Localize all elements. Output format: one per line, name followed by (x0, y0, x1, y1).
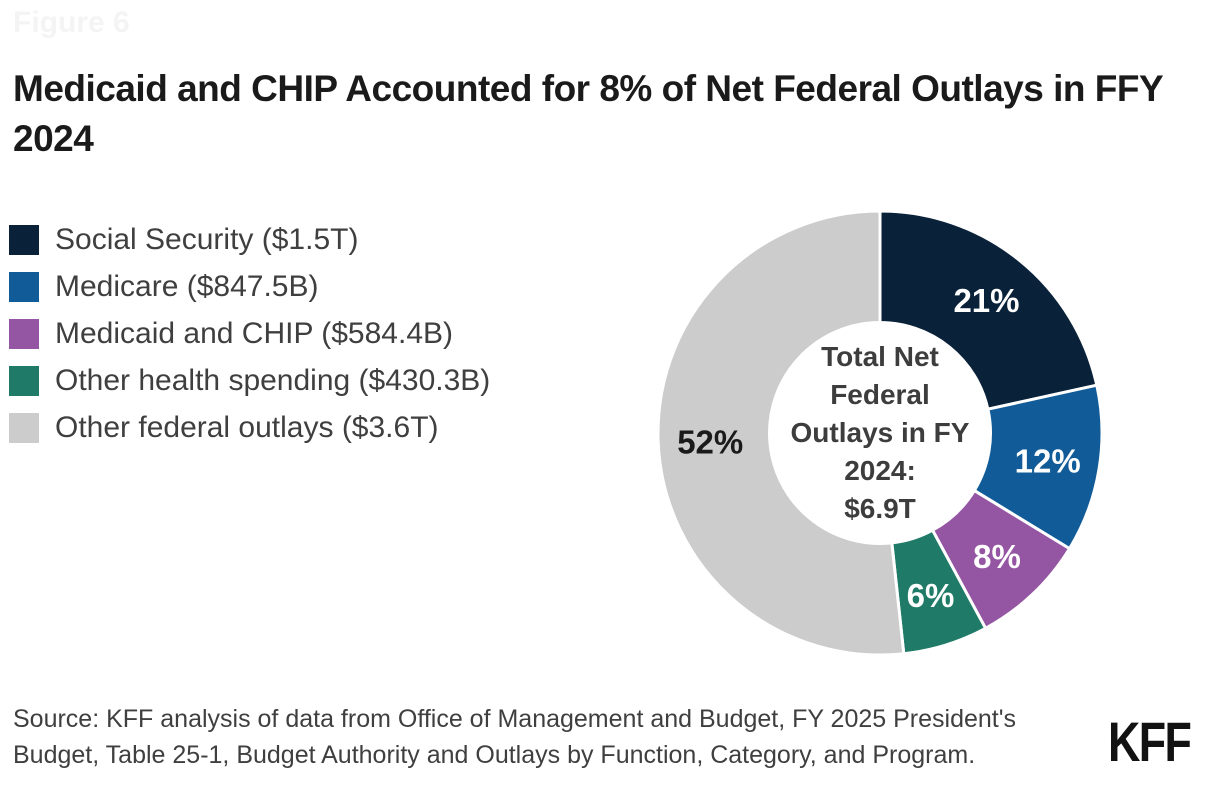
chart-title: Medicaid and CHIP Accounted for 8% of Ne… (13, 68, 1163, 159)
legend-label: Other federal outlays ($3.6T) (55, 411, 439, 444)
slice-percent-label-medicare: 12% (1015, 442, 1081, 479)
donut-chart: 21% 12% 8% 6% 52% (656, 209, 1104, 657)
donut-chart-area: 21% 12% 8% 6% 52% Total Net Federal Outlays … (650, 203, 1110, 663)
legend-swatch-medicare (9, 272, 39, 302)
legend-label: Medicare ($847.5B) (55, 270, 319, 303)
legend-label: Social Security ($1.5T) (55, 223, 359, 256)
donut-slice-other-federal (656, 209, 906, 657)
legend-item-medicaid-chip: Medicaid and CHIP ($584.4B) (9, 319, 490, 349)
kff-logo: KFF (1108, 710, 1192, 773)
legend-item-other-health: Other health spending ($430.3B) (9, 366, 490, 396)
legend-item-medicare: Medicare ($847.5B) (9, 272, 490, 302)
chart-legend: Social Security ($1.5T) Medicare ($847.5B… (9, 225, 490, 460)
legend-swatch-other-health (9, 366, 39, 396)
legend-swatch-medicaid-chip (9, 319, 39, 349)
legend-swatch-social-security (9, 225, 39, 255)
slice-percent-label-other-federal: 52% (677, 424, 743, 461)
legend-swatch-other-federal (9, 413, 39, 443)
source-note: Source: KFF analysis of data from Office… (13, 705, 1017, 769)
legend-label: Other health spending ($430.3B) (55, 364, 491, 397)
figure-number-label: Figure 6 (13, 6, 130, 39)
donut-slice-social-security (878, 209, 1099, 411)
slice-percent-label-other-health: 6% (907, 577, 955, 614)
legend-item-other-federal: Other federal outlays ($3.6T) (9, 413, 490, 443)
slice-percent-label-social-security: 21% (953, 282, 1019, 319)
legend-label: Medicaid and CHIP ($584.4B) (55, 317, 453, 350)
legend-item-social-security: Social Security ($1.5T) (9, 225, 490, 255)
slice-percent-label-medicaid-chip: 8% (973, 538, 1021, 575)
